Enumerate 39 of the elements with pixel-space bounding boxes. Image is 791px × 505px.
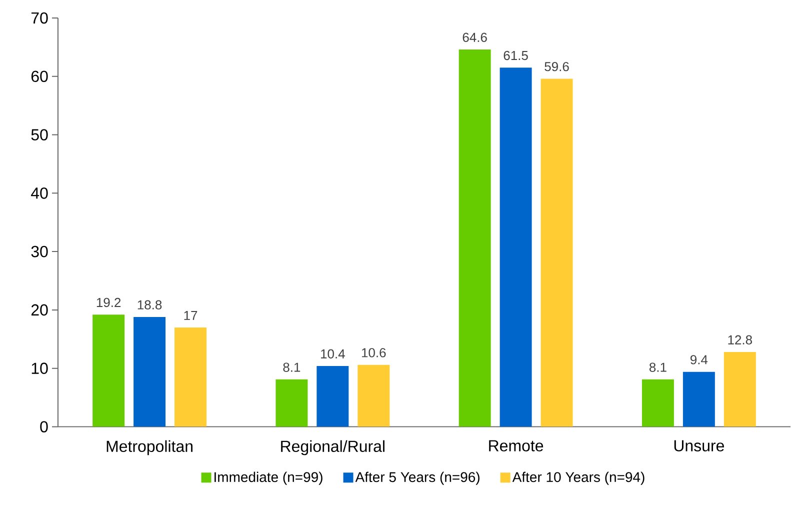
y-tick-label: 60 — [31, 70, 48, 82]
y-tick-label: 50 — [31, 129, 48, 141]
bar — [134, 317, 166, 427]
x-tick-label: Remote — [489, 440, 544, 452]
bar — [316, 366, 349, 427]
bar — [540, 78, 573, 427]
y-tick-label: 40 — [31, 188, 48, 199]
data-label: 18.8 — [138, 300, 162, 310]
y-tick-label: 20 — [31, 304, 48, 316]
legend-label: After 10 Years (n=94) — [512, 472, 644, 485]
data-label: 8.1 — [649, 362, 666, 372]
data-label: 64.6 — [462, 32, 487, 42]
data-label: 12.8 — [728, 335, 752, 345]
data-label: 19.2 — [96, 298, 121, 308]
data-label: 10.6 — [362, 348, 386, 358]
bar — [458, 50, 491, 427]
bar — [500, 68, 532, 427]
x-tick-label: Metropolitan — [106, 440, 192, 456]
x-tick-label: Regional/Rural — [281, 440, 384, 456]
bar — [92, 314, 125, 427]
y-tick-label: 0 — [40, 421, 48, 433]
y-tick-label: 70 — [31, 12, 48, 24]
data-label: 8.1 — [283, 362, 300, 372]
bar — [174, 328, 206, 427]
data-label: 59.6 — [544, 62, 569, 72]
y-tick-label: 30 — [31, 246, 48, 258]
data-label: 10.4 — [321, 349, 345, 359]
bar — [358, 364, 390, 427]
x-tick-label: Unsure — [674, 440, 724, 452]
legend-label: After 5 Years (n=96) — [355, 472, 480, 485]
bar — [724, 352, 756, 427]
bar — [642, 380, 674, 427]
data-label: 61.5 — [504, 51, 528, 60]
bar — [682, 372, 715, 427]
legend-label: Immediate (n=99) — [214, 472, 322, 485]
data-label: 17 — [184, 311, 198, 320]
data-label: 9.4 — [690, 355, 708, 364]
y-tick-label: 10 — [32, 362, 48, 374]
bar — [276, 380, 308, 427]
